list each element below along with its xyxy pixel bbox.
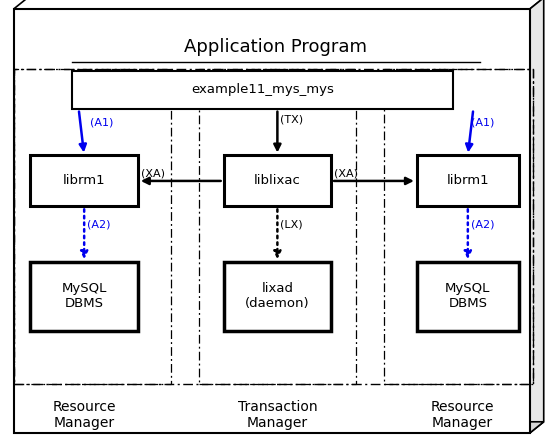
Bar (224, 155, 331, 206)
Text: librm1: librm1 (447, 174, 489, 187)
Text: Application Program: Application Program (184, 38, 368, 56)
Text: Transaction
Manager: Transaction Manager (238, 400, 317, 430)
Bar (224, 262, 331, 331)
Polygon shape (530, 0, 544, 433)
Text: (XA): (XA) (141, 169, 164, 179)
Text: (A2): (A2) (87, 219, 110, 229)
Text: Resource
Manager: Resource Manager (431, 400, 495, 430)
Text: librm1: librm1 (63, 174, 105, 187)
Bar (30, 262, 138, 331)
Text: (LX): (LX) (280, 219, 302, 229)
Bar (417, 262, 519, 331)
Text: (TX): (TX) (280, 115, 303, 125)
Polygon shape (14, 422, 544, 433)
Text: MySQL
DBMS: MySQL DBMS (445, 282, 491, 310)
Bar (384, 69, 533, 384)
Bar (30, 155, 138, 206)
Text: liblixac: liblixac (254, 174, 301, 187)
Text: (A1): (A1) (89, 117, 113, 127)
Text: MySQL
DBMS: MySQL DBMS (61, 282, 107, 310)
Bar (199, 69, 356, 384)
Bar (14, 69, 171, 384)
Text: example11_mys_mys: example11_mys_mys (191, 83, 333, 96)
Text: (A2): (A2) (470, 219, 494, 229)
Text: (XA): (XA) (334, 169, 358, 179)
Text: (A1): (A1) (470, 117, 494, 127)
Text: Resource
Manager: Resource Manager (52, 400, 116, 430)
Bar (72, 71, 453, 109)
Bar (14, 69, 533, 384)
Text: lixad
(daemon): lixad (daemon) (245, 282, 310, 310)
Polygon shape (14, 0, 544, 9)
Bar (417, 155, 519, 206)
